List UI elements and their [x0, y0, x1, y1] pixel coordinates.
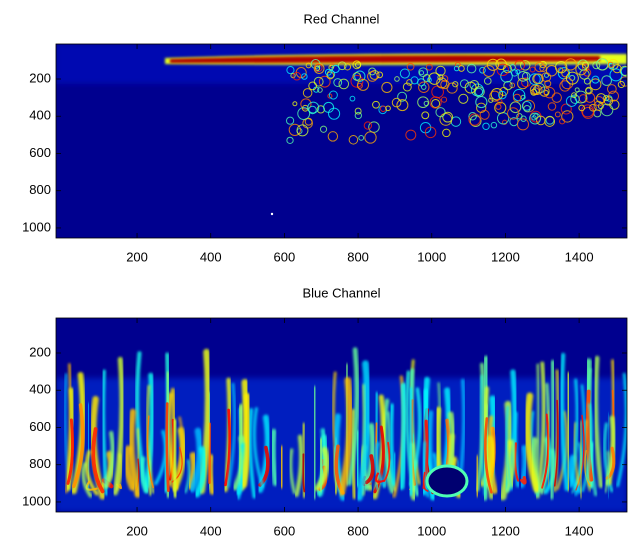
y-tick-label: 600 [29, 419, 51, 434]
figure: Red Channel 200 400 600 800 1000 1200 1400 200 40… [0, 0, 642, 539]
y-tick-label: 200 [29, 70, 51, 85]
y-tick-label: 400 [29, 108, 51, 123]
x-tick-label: 800 [347, 523, 369, 538]
image-streak [477, 457, 478, 495]
x-tick-label: 400 [200, 249, 222, 264]
image-streak [273, 431, 276, 483]
x-tick-label: 1000 [417, 523, 446, 538]
chart-title: Red Channel [304, 11, 380, 26]
y-tick-label: 1000 [22, 493, 51, 508]
y-tick-label: 800 [29, 182, 51, 197]
x-tick-label: 1200 [491, 249, 520, 264]
image-streak [320, 441, 321, 489]
image-streak [410, 389, 412, 493]
image-streak [551, 362, 553, 497]
y-tick-label: 1000 [22, 219, 51, 234]
image-streak [281, 449, 282, 486]
y-tick-label: 200 [29, 344, 51, 359]
y-tick-label: 600 [29, 145, 51, 160]
x-tick-label: 1200 [491, 523, 520, 538]
image-streak [401, 386, 404, 487]
x-tick-label: 1000 [417, 249, 446, 264]
image-streak [314, 388, 315, 497]
x-tick-label: 200 [126, 523, 148, 538]
x-tick-label: 200 [126, 249, 148, 264]
axes [56, 318, 627, 512]
axes [56, 44, 630, 238]
image-streak-hot [167, 404, 169, 491]
x-tick-label: 600 [274, 249, 296, 264]
chart-title: Blue Channel [302, 285, 380, 300]
y-tick-label: 400 [29, 382, 51, 397]
image-streak [174, 422, 176, 495]
x-tick-label: 400 [200, 523, 222, 538]
image-ring [427, 466, 467, 496]
image-streak [357, 433, 358, 484]
x-tick-label: 800 [347, 249, 369, 264]
image-speck [271, 213, 273, 215]
x-tick-label: 600 [274, 523, 296, 538]
x-tick-label: 1400 [565, 523, 594, 538]
x-tick-label: 1400 [565, 249, 594, 264]
y-tick-label: 800 [29, 456, 51, 471]
